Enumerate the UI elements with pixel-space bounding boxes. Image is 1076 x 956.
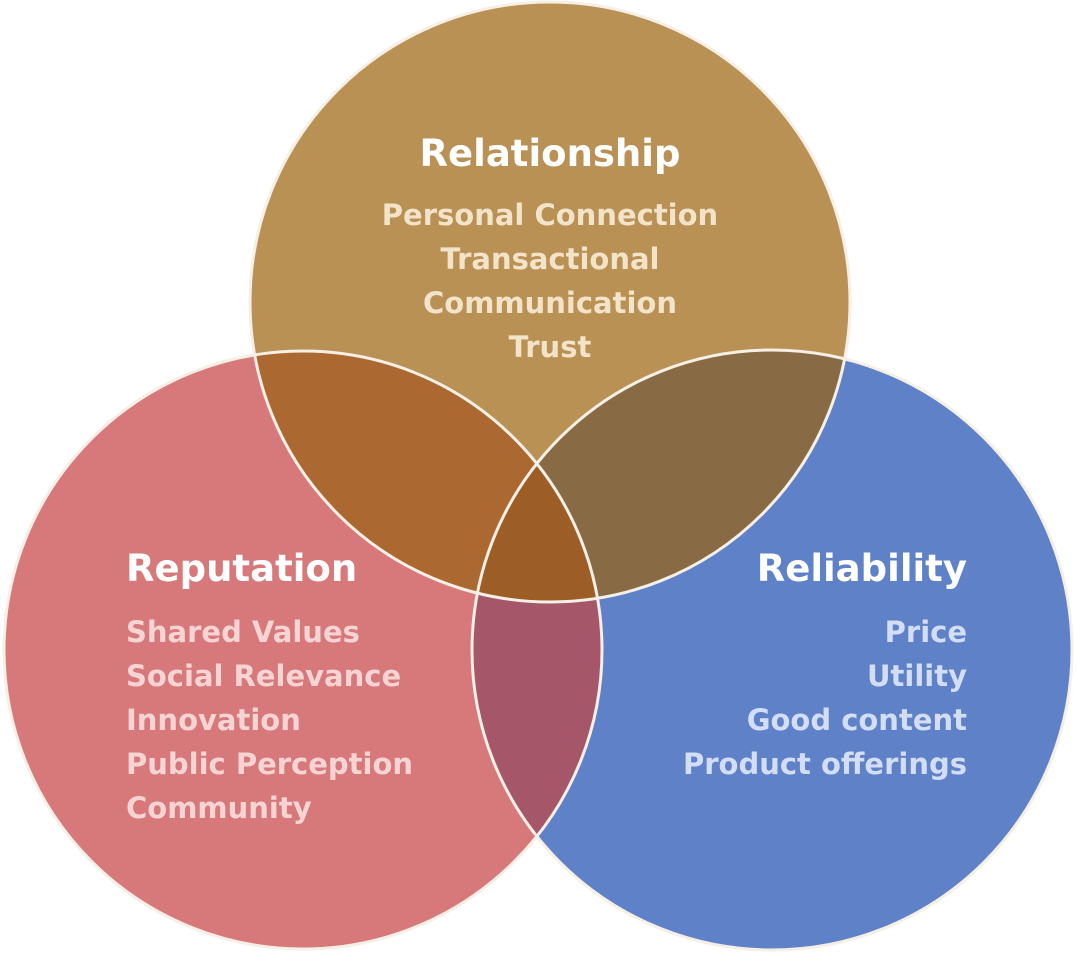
reliability-item: Utility	[867, 659, 967, 693]
reliability-item: Good content	[747, 703, 967, 737]
reliability-items: Price Utility Good content Product offer…	[683, 615, 967, 781]
reliability-title: Reliability	[757, 547, 967, 590]
reliability-item: Price	[885, 615, 967, 649]
relationship-reputation-overlap	[250, 351, 602, 602]
relationship-items: Personal Connection Transactional Commun…	[382, 198, 718, 364]
relationship-outline	[248, 0, 852, 604]
relationship-item: Personal Connection	[382, 198, 718, 232]
relationship-reliability-overlap	[472, 350, 850, 602]
reputation-item: Community	[126, 791, 312, 825]
reliability-outline	[470, 348, 1074, 952]
reputation-item: Innovation	[126, 703, 301, 737]
reliability-item: Product offerings	[683, 747, 967, 781]
reputation-item: Shared Values	[126, 615, 360, 649]
reputation-item: Public Perception	[126, 747, 413, 781]
relationship-item: Communication	[423, 286, 677, 320]
relationship-item: Trust	[509, 330, 592, 364]
relationship-title: Relationship	[420, 132, 681, 175]
reputation-title: Reputation	[126, 547, 357, 590]
relationship-item: Transactional	[440, 242, 659, 276]
reputation-items: Shared Values Social Relevance Innovatio…	[126, 615, 413, 825]
reputation-outline	[2, 349, 604, 951]
reputation-item: Social Relevance	[126, 659, 401, 693]
